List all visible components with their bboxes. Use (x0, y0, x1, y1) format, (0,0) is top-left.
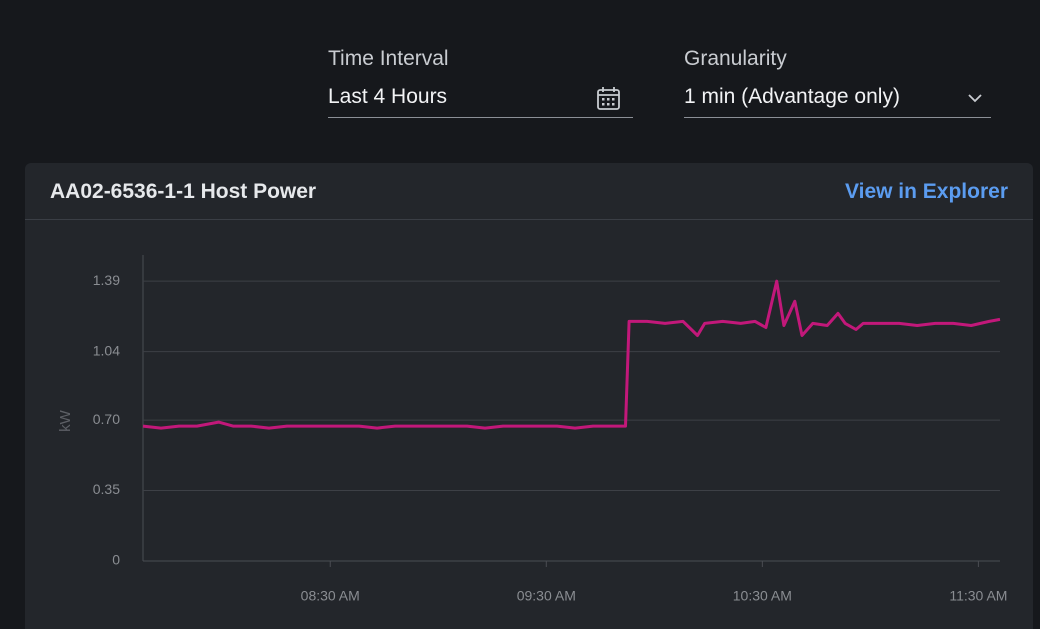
underline (684, 117, 991, 118)
data-line (142, 279, 1001, 430)
x-tick-label: 11:30 AM (949, 588, 1007, 604)
divider (25, 219, 1033, 220)
chevron-icon[interactable] (967, 92, 983, 104)
x-tick-label: 08:30 AM (301, 588, 360, 604)
card-title: AA02-6536-1-1 Host Power (50, 180, 317, 203)
x-tick-label: 09:30 AM (517, 588, 576, 604)
y-tick-label: 1.04 (93, 342, 120, 358)
time-interval-value[interactable]: Last 4 Hours (328, 85, 448, 108)
y-tick-label: 0.70 (93, 411, 120, 427)
explorer-link[interactable]: View in Explorer (844, 180, 1008, 203)
x-tick-label: 10:30 AM (733, 588, 792, 604)
control-label: Granularity (684, 47, 787, 70)
underline (328, 117, 633, 118)
y-tick-label: 1.39 (93, 272, 120, 288)
y-axis-label: kW (57, 409, 74, 432)
y-tick-label: 0 (112, 552, 120, 568)
calendar-icon[interactable] (596, 86, 622, 112)
granularity-value[interactable]: 1 min (Advantage only) (684, 85, 900, 108)
y-tick-label: 0.35 (93, 481, 120, 497)
control-label: Time Interval (328, 47, 449, 70)
chart-card: AA02-6536-1-1 Host Power View in Explore… (25, 163, 1033, 629)
